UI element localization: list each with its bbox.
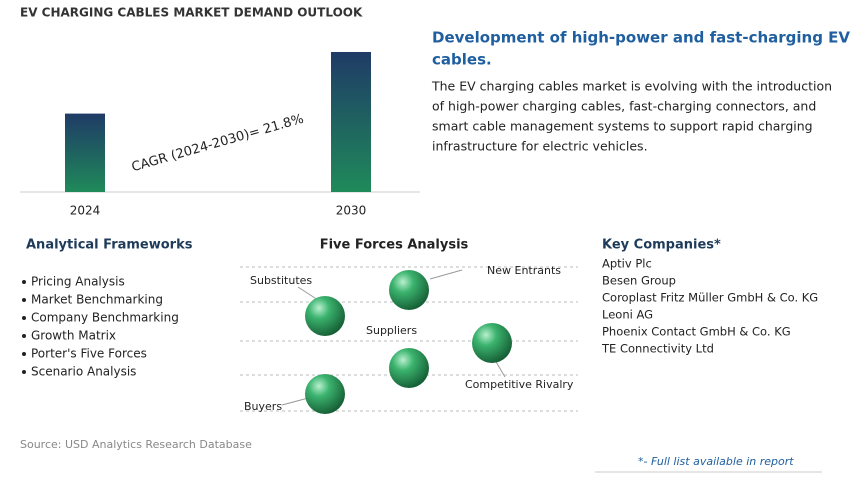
x-tick-label: 2024 bbox=[70, 204, 101, 218]
cagr-annotation: CAGR (2024-2030)= 21.8% bbox=[130, 112, 306, 176]
chart-title: EV CHARGING CABLES MARKET DEMAND OUTLOOK bbox=[20, 6, 363, 20]
highlight-title: Development of high-power and fast-charg… bbox=[432, 29, 850, 47]
company-item: TE Connectivity Ltd bbox=[601, 342, 714, 356]
five-forces-title: Five Forces Analysis bbox=[320, 238, 469, 253]
framework-item: Market Benchmarking bbox=[31, 293, 163, 307]
company-item: Aptiv Plc bbox=[602, 257, 652, 271]
footnote: *- Full list available in report bbox=[638, 455, 794, 468]
bullet bbox=[22, 316, 26, 320]
x-tick-label: 2030 bbox=[336, 204, 367, 218]
framework-item: Growth Matrix bbox=[31, 329, 116, 343]
bullet bbox=[22, 280, 26, 284]
force-label: New Entrants bbox=[487, 264, 561, 277]
company-item: Phoenix Contact GmbH & Co. KG bbox=[602, 325, 791, 339]
framework-item: Porter's Five Forces bbox=[31, 347, 147, 361]
company-item: Leoni AG bbox=[602, 308, 653, 322]
force-label: Substitutes bbox=[250, 274, 312, 287]
highlight-text: of high-power charging cables, fast-char… bbox=[432, 99, 816, 114]
bullet bbox=[22, 298, 26, 302]
companies-title: Key Companies* bbox=[602, 238, 721, 253]
force-spheres bbox=[305, 270, 512, 414]
highlight-text: The EV charging cables market is evolvin… bbox=[431, 79, 832, 94]
force-label: Buyers bbox=[244, 400, 282, 413]
highlight-text: infrastructure for electric vehicles. bbox=[432, 139, 648, 154]
source: Source: USD Analytics Research Database bbox=[20, 438, 252, 451]
bullet bbox=[22, 370, 26, 374]
force-label: Suppliers bbox=[366, 324, 417, 337]
highlight-title: cables. bbox=[432, 51, 492, 69]
force-label: Competitive Rivalry bbox=[465, 378, 574, 391]
frameworks-title: Analytical Frameworks bbox=[26, 238, 193, 253]
company-item: Besen Group bbox=[602, 274, 676, 288]
highlight-text: smart cable management systems to suppor… bbox=[432, 119, 813, 134]
bar bbox=[331, 52, 371, 192]
company-item: Coroplast Fritz Müller GmbH & Co. KG bbox=[602, 291, 818, 305]
bullet bbox=[22, 334, 26, 338]
bullet bbox=[22, 352, 26, 356]
framework-item: Company Benchmarking bbox=[31, 311, 179, 325]
bar bbox=[65, 113, 105, 192]
framework-item: Pricing Analysis bbox=[31, 275, 125, 289]
framework-item: Scenario Analysis bbox=[31, 365, 136, 379]
